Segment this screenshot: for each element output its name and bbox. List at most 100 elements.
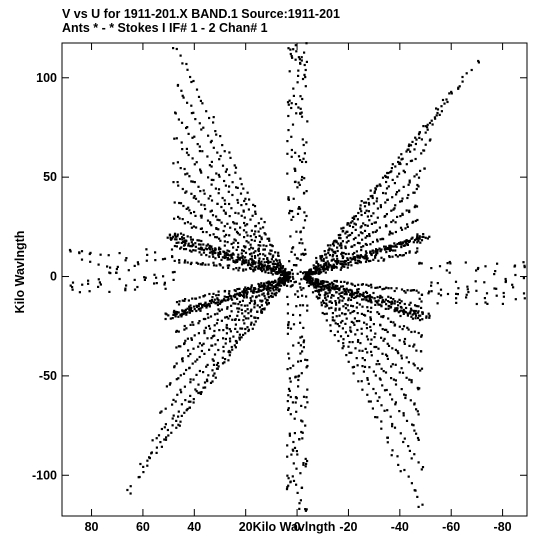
data-point	[303, 51, 306, 54]
data-point	[295, 450, 298, 453]
data-point	[390, 170, 393, 173]
data-point	[399, 215, 402, 218]
data-point	[289, 367, 292, 370]
data-point	[375, 363, 378, 366]
data-point	[386, 342, 389, 345]
data-point	[173, 232, 177, 235]
data-point	[202, 371, 205, 374]
data-point	[330, 286, 334, 289]
data-point	[417, 291, 420, 294]
data-point	[346, 230, 349, 233]
data-point	[186, 311, 189, 314]
data-point	[378, 183, 381, 186]
data-point	[234, 327, 237, 330]
data-point	[205, 254, 208, 257]
data-point	[321, 311, 324, 315]
data-point	[260, 282, 263, 285]
data-point	[394, 403, 397, 406]
data-point	[372, 291, 375, 295]
data-point	[234, 302, 237, 305]
data-point	[230, 345, 233, 349]
data-point	[162, 275, 165, 278]
data-point	[205, 110, 208, 113]
data-point	[344, 303, 347, 306]
data-point	[523, 264, 526, 267]
data-point	[189, 394, 192, 397]
data-point	[390, 365, 393, 368]
data-point	[169, 317, 172, 320]
data-point	[154, 259, 157, 262]
data-point	[332, 263, 335, 266]
data-point	[202, 248, 206, 252]
data-point	[250, 252, 253, 255]
data-point	[372, 370, 375, 373]
data-point	[349, 298, 353, 301]
data-point	[170, 248, 174, 251]
data-point	[188, 209, 191, 212]
data-point	[217, 248, 221, 251]
data-point	[342, 226, 345, 229]
data-point	[270, 244, 273, 247]
data-point	[343, 280, 346, 283]
data-point	[175, 312, 178, 316]
data-point	[217, 308, 220, 311]
data-point	[414, 136, 417, 139]
data-point	[364, 257, 367, 260]
data-point	[412, 345, 415, 348]
data-point	[231, 348, 234, 351]
data-point	[306, 309, 309, 312]
data-point	[415, 432, 418, 435]
data-point	[332, 266, 336, 269]
data-point	[242, 333, 245, 336]
data-point	[290, 269, 293, 272]
data-point	[455, 297, 458, 300]
data-point	[174, 315, 177, 318]
data-point	[399, 243, 402, 246]
data-point	[281, 265, 285, 268]
data-point	[216, 297, 219, 300]
data-point	[300, 404, 303, 407]
data-point	[228, 173, 231, 177]
data-point	[183, 248, 186, 251]
data-point	[221, 144, 224, 147]
data-point	[263, 282, 266, 285]
data-point	[262, 248, 265, 251]
data-point	[331, 316, 334, 319]
data-point	[418, 237, 421, 240]
data-point	[236, 288, 239, 291]
data-point	[199, 168, 202, 171]
data-point	[181, 148, 184, 151]
data-point	[292, 462, 295, 465]
data-point	[97, 285, 100, 288]
data-point	[351, 216, 354, 219]
data-point	[259, 244, 262, 247]
data-point	[321, 266, 325, 269]
data-point	[298, 282, 301, 285]
data-point	[320, 281, 323, 284]
data-point	[328, 307, 331, 310]
data-point	[243, 261, 246, 264]
data-point	[294, 293, 297, 296]
data-point	[222, 329, 225, 332]
data-point	[356, 312, 359, 315]
data-point	[260, 304, 263, 307]
data-point	[425, 316, 428, 319]
data-point	[417, 314, 421, 317]
data-point	[368, 203, 371, 206]
data-point	[200, 391, 203, 394]
data-point	[326, 265, 329, 268]
data-point	[242, 269, 245, 272]
data-point	[376, 238, 379, 241]
data-point	[389, 232, 392, 235]
data-point	[332, 294, 335, 297]
data-point	[393, 182, 396, 185]
data-point	[268, 252, 271, 255]
data-point	[384, 192, 387, 195]
data-point	[341, 251, 344, 254]
data-point	[373, 336, 376, 339]
data-point	[221, 362, 225, 365]
data-point	[89, 260, 92, 263]
data-point	[222, 229, 225, 233]
data-point	[146, 464, 149, 467]
data-point	[278, 281, 281, 284]
